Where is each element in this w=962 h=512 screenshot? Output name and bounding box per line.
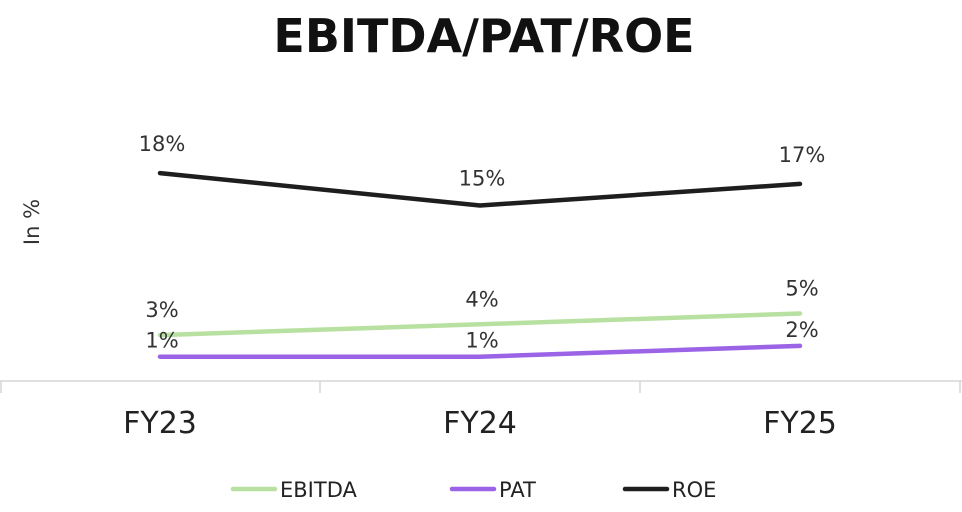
legend-label: PAT (499, 478, 536, 502)
x-axis: FY23 FY24 FY25 (0, 380, 962, 441)
data-labels: 3% 4% 5% 1% 1% 2% 18% 15% 17% (139, 132, 826, 353)
data-label-pat: 1% (145, 329, 178, 353)
data-label-ebitda: 4% (465, 287, 498, 311)
chart-title: EBITDA/PAT/ROE (273, 9, 694, 63)
data-label-roe: 15% (459, 167, 506, 191)
series-line-roe (157, 170, 803, 208)
plot-area (157, 170, 803, 359)
data-label-pat: 2% (785, 318, 818, 342)
x-tick-label: FY24 (443, 406, 517, 441)
legend-label: EBITDA (280, 478, 357, 502)
x-tick-label: FY25 (763, 406, 837, 441)
x-tick-label: FY23 (123, 406, 197, 441)
legend-item-roe: ROE (622, 478, 716, 502)
legend-label: ROE (672, 478, 716, 502)
data-label-ebitda: 5% (785, 277, 818, 301)
y-axis-label: In % (20, 199, 44, 245)
legend-item-pat: PAT (449, 478, 536, 502)
series-line-pat (157, 343, 803, 359)
data-label-roe: 17% (779, 143, 826, 167)
data-label-ebitda: 3% (145, 298, 178, 322)
legend: EBITDA PAT ROE (230, 478, 716, 502)
data-label-roe: 18% (139, 132, 186, 156)
series-line-ebitda (157, 311, 803, 338)
legend-item-ebitda: EBITDA (230, 478, 357, 502)
data-label-pat: 1% (465, 329, 498, 353)
